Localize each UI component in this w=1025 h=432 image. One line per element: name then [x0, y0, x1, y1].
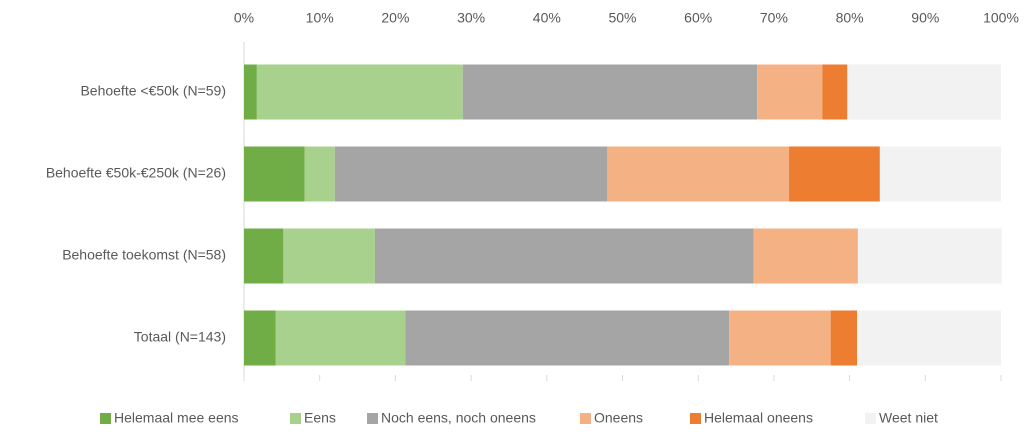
- x-tick-label: 70%: [760, 10, 788, 26]
- x-tick-label: 50%: [608, 10, 636, 26]
- bar-segment: [374, 228, 754, 284]
- x-tick-label: 90%: [911, 10, 939, 26]
- bar-segment: [244, 310, 276, 366]
- x-tick-label: 30%: [457, 10, 485, 26]
- bar-segment: [789, 146, 880, 202]
- bar-segment: [753, 228, 858, 284]
- bar-segment: [830, 310, 858, 366]
- bar-segment: [847, 64, 1001, 120]
- x-tick-label: 80%: [836, 10, 864, 26]
- bar-segment: [334, 146, 608, 202]
- bar-segment: [857, 310, 1001, 366]
- bar-segment: [462, 64, 758, 120]
- legend-swatch: [290, 413, 301, 424]
- bar-segment: [283, 228, 375, 284]
- x-tick-label: 0%: [234, 10, 254, 26]
- legend-swatch: [367, 413, 378, 424]
- y-tick-label: Behoefte toekomst (N=58): [62, 247, 226, 263]
- bar-segment: [757, 64, 823, 120]
- legend-label: Weet niet: [879, 410, 938, 426]
- legend-swatch: [865, 413, 876, 424]
- bar-segment: [275, 310, 406, 366]
- bar-segment: [857, 228, 1002, 284]
- legend-swatch: [580, 413, 591, 424]
- bar-segment: [256, 64, 463, 120]
- legend-label: Helemaal oneens: [704, 410, 813, 426]
- legend-swatch: [100, 413, 111, 424]
- legend-label: Noch eens, noch oneens: [381, 410, 536, 426]
- bar-segment: [244, 64, 257, 120]
- bar-segment: [607, 146, 790, 202]
- y-tick-label: Totaal (N=143): [134, 329, 226, 345]
- x-tick-label: 100%: [983, 10, 1019, 26]
- legend-label: Eens: [304, 410, 336, 426]
- legend-label: Oneens: [594, 410, 643, 426]
- bar-segment: [405, 310, 730, 366]
- y-tick-label: Behoefte <€50k (N=59): [80, 83, 226, 99]
- bar-segment: [729, 310, 831, 366]
- x-tick-label: 20%: [381, 10, 409, 26]
- x-tick-label: 60%: [684, 10, 712, 26]
- bar-segment: [304, 146, 335, 202]
- bar-segment: [244, 228, 284, 284]
- bar-segment: [244, 146, 305, 202]
- y-tick-label: Behoefte €50k-€250k (N=26): [46, 165, 226, 181]
- legend-label: Helemaal mee eens: [114, 410, 239, 426]
- legend-swatch: [690, 413, 701, 424]
- x-tick-label: 40%: [533, 10, 561, 26]
- bar-segment: [822, 64, 848, 120]
- bar-segment: [879, 146, 1001, 202]
- x-tick-label: 10%: [306, 10, 334, 26]
